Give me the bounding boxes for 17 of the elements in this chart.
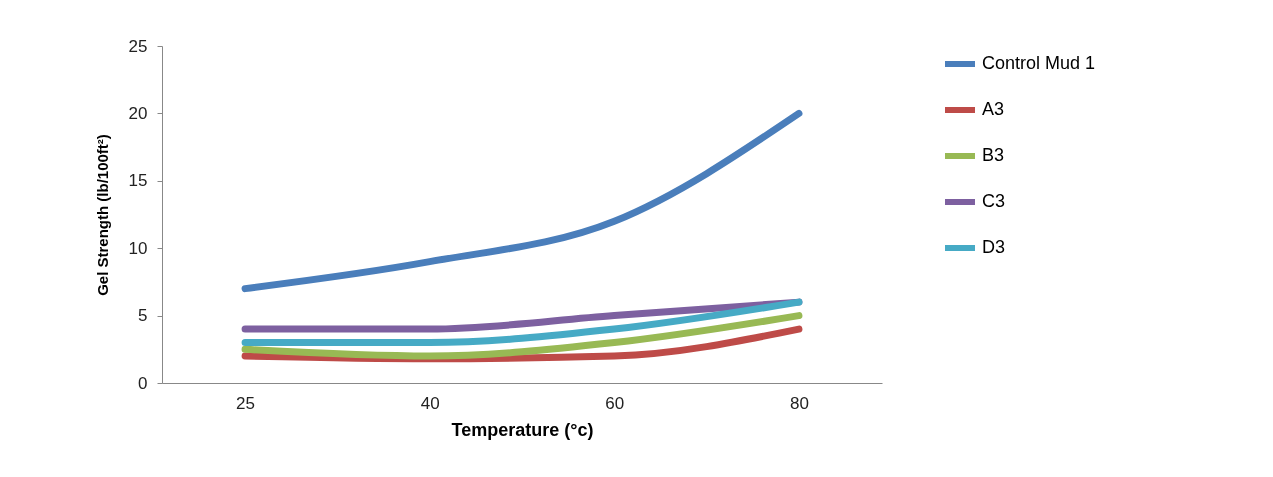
legend-label: C3	[982, 191, 1006, 211]
y-tick-label: 20	[128, 103, 148, 123]
x-tick-label: 60	[605, 393, 625, 413]
legend-label: Control Mud 1	[982, 53, 1096, 73]
x-tick-label: 40	[420, 393, 440, 413]
legend-label: A3	[982, 99, 1005, 119]
y-axis-title: Gel Strength (lb/100ft²)	[93, 134, 111, 296]
y-tick-label: 10	[128, 238, 148, 258]
legend-label: D3	[982, 237, 1006, 257]
legend-label: B3	[982, 145, 1005, 165]
y-tick-label: 0	[138, 373, 148, 393]
x-axis-title: Temperature (°c)	[451, 419, 594, 440]
x-tick-label: 25	[236, 393, 256, 413]
y-tick-label: 15	[128, 171, 148, 191]
y-tick-label: 5	[138, 306, 148, 326]
y-tick-label: 25	[128, 36, 148, 56]
x-tick-label: 80	[789, 393, 809, 413]
